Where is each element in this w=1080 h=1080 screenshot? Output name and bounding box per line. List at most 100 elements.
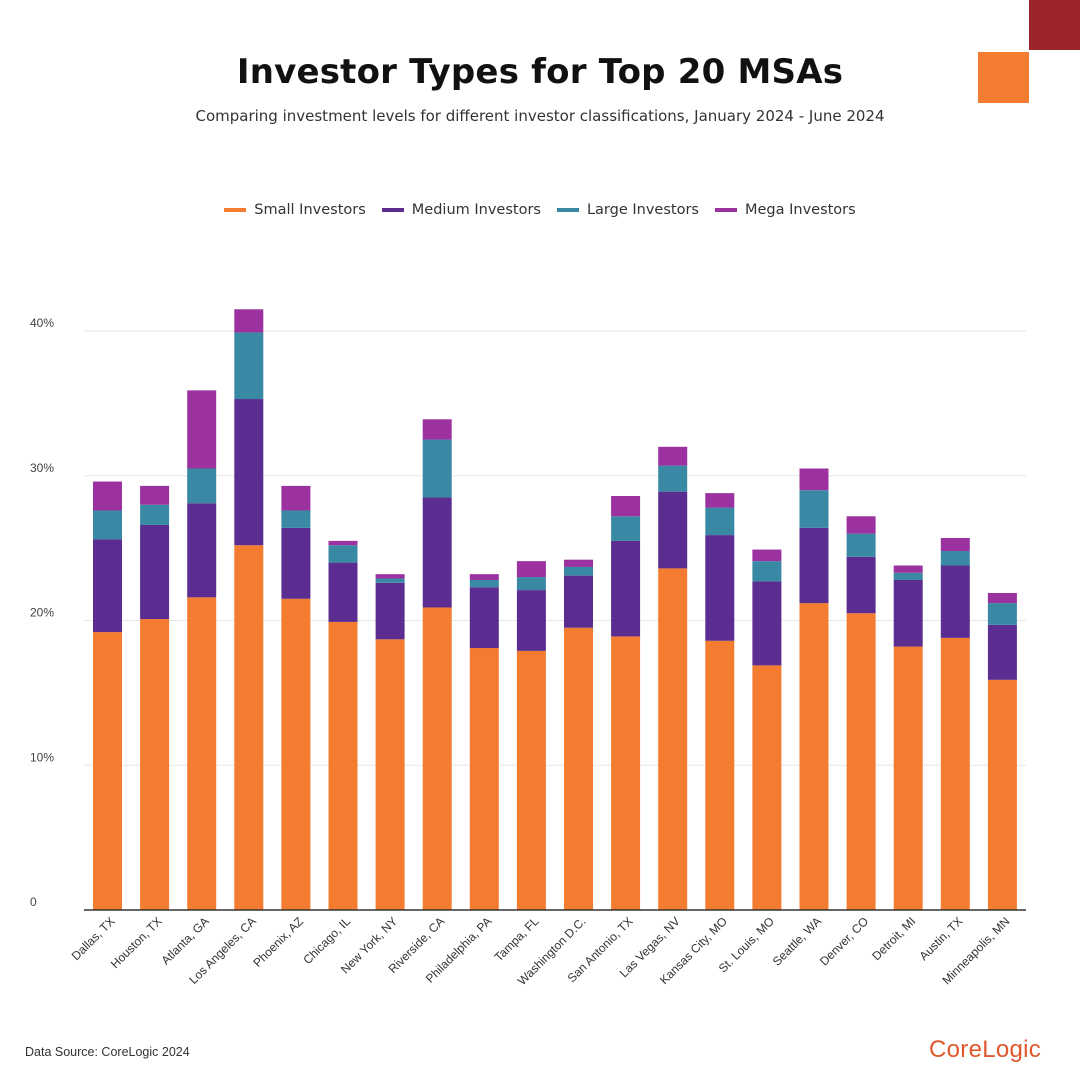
bar-segment-mega-investors-8 [469,574,499,580]
y-tick-label-0: 0 [30,895,37,909]
bar-segment-mega-investors-14 [752,549,782,562]
bar-segment-large-investors-3 [234,332,264,400]
legend-item-mega: Mega Investors [714,202,856,218]
x-tick-label-17: Detroit, MI [869,914,918,963]
bar-segment-large-investors-16 [846,533,876,557]
bar-segment-mega-investors-10 [564,559,593,567]
bar-segment-small-investors-11 [611,636,641,910]
bar-segment-small-investors-2 [187,597,217,910]
bar-segment-medium-investors-9 [516,590,546,651]
bar-segment-small-investors-14 [752,665,782,910]
bar-segment-medium-investors-2 [187,503,217,598]
decorative-red-square [1029,0,1080,50]
bar-segment-small-investors-6 [375,639,405,910]
bar-segment-medium-investors-13 [705,535,735,641]
legend-swatch-mega [714,208,737,212]
bar-segment-large-investors-11 [611,516,641,541]
bar-segment-small-investors-13 [705,640,735,910]
legend-item-medium: Medium Investors [381,202,541,218]
bar-segment-medium-investors-15 [799,527,829,604]
bar-segment-medium-investors-19 [987,624,1017,680]
bar-segment-mega-investors-1 [140,485,170,505]
chart-legend: Small Investors Medium Investors Large I… [0,202,1080,218]
bar-segment-mega-investors-13 [705,493,735,508]
bar-segment-large-investors-8 [469,579,499,588]
bar-segment-mega-investors-18 [940,537,970,552]
bar-segment-mega-investors-19 [987,593,1017,604]
bar-segment-small-investors-12 [658,568,688,910]
bar-segment-mega-investors-7 [422,419,452,440]
bar-segment-mega-investors-3 [234,309,264,333]
bar-segment-mega-investors-4 [281,485,311,511]
bar-segment-small-investors-5 [328,621,358,910]
legend-swatch-medium [381,208,404,212]
x-tick-label-1: Houston, TX [108,914,165,971]
bar-segment-medium-investors-17 [893,579,923,647]
bar-segment-medium-investors-5 [328,562,358,622]
bar-segment-mega-investors-17 [893,565,923,573]
bar-segment-large-investors-14 [752,561,782,582]
y-tick-label-30: 30% [30,461,54,475]
decorative-orange-square [978,52,1029,103]
x-tick-label-15: Seattle, WA [770,914,824,968]
bar-segment-large-investors-15 [799,490,829,528]
data-source-note: Data Source: CoreLogic 2024 [25,1045,190,1059]
bar-segment-large-investors-6 [375,578,405,583]
bar-segment-mega-investors-15 [799,468,829,491]
legend-label-large: Large Investors [586,202,699,218]
legend-swatch-small [224,208,247,212]
bar-segment-small-investors-1 [140,619,170,910]
bar-segment-small-investors-4 [281,598,311,910]
bar-segment-mega-investors-11 [611,496,641,517]
legend-label-medium: Medium Investors [411,202,541,218]
bar-segment-medium-investors-10 [564,575,593,628]
bar-segment-medium-investors-11 [611,540,641,637]
bar-segment-large-investors-2 [187,468,217,504]
bar-segment-mega-investors-5 [328,540,358,546]
y-tick-label-10: 10% [30,750,54,764]
x-tick-label-18: Austin, TX [917,914,966,963]
bar-segment-large-investors-7 [422,439,452,498]
bar-segment-large-investors-12 [658,465,688,492]
bar-segment-large-investors-0 [93,510,122,540]
bar-segment-medium-investors-0 [93,539,122,633]
bar-segment-mega-investors-12 [658,446,688,466]
bar-segment-small-investors-8 [469,648,499,910]
chart-title: Investor Types for Top 20 MSAs [236,52,844,92]
legend-item-small: Small Investors [224,202,366,218]
bar-segment-small-investors-17 [893,646,923,910]
bar-segment-small-investors-0 [93,632,122,910]
x-tick-label-4: Phoenix, AZ [250,914,306,970]
legend-swatch-large [556,208,579,212]
bar-segment-mega-investors-16 [846,516,876,534]
bar-segment-large-investors-13 [705,507,735,536]
bar-segment-medium-investors-4 [281,527,311,599]
chart-subtitle: Comparing investment levels for differen… [195,107,885,125]
bar-segment-medium-investors-18 [940,565,970,638]
bar-segment-large-investors-18 [940,551,970,566]
bar-segment-small-investors-16 [846,613,876,910]
corelogic-logo: CoreLogic [929,1036,1042,1063]
bar-segment-small-investors-7 [422,607,452,910]
bar-segment-medium-investors-8 [469,587,499,649]
x-tick-label-16: Denver, CO [817,914,871,968]
bar-segment-medium-investors-14 [752,581,782,666]
bar-segment-large-investors-9 [516,577,546,591]
bar-segment-small-investors-15 [799,603,829,910]
y-tick-label-20: 20% [30,606,54,620]
bar-segment-mega-investors-9 [516,561,546,578]
bar-segment-large-investors-1 [140,504,170,525]
bar-segment-medium-investors-12 [658,491,688,569]
bar-segment-large-investors-19 [987,603,1017,625]
bar-segment-small-investors-3 [234,545,264,910]
bar-segment-large-investors-10 [564,566,593,576]
bar-segment-large-investors-4 [281,510,311,528]
legend-label-mega: Mega Investors [744,202,856,218]
bar-segment-medium-investors-7 [422,497,452,608]
y-tick-label-40: 40% [30,316,54,330]
x-tick-label-9: Tampa, FL [492,914,542,964]
legend-item-large: Large Investors [556,202,699,218]
bar-segment-small-investors-18 [940,637,970,910]
bar-segment-mega-investors-0 [93,481,122,511]
